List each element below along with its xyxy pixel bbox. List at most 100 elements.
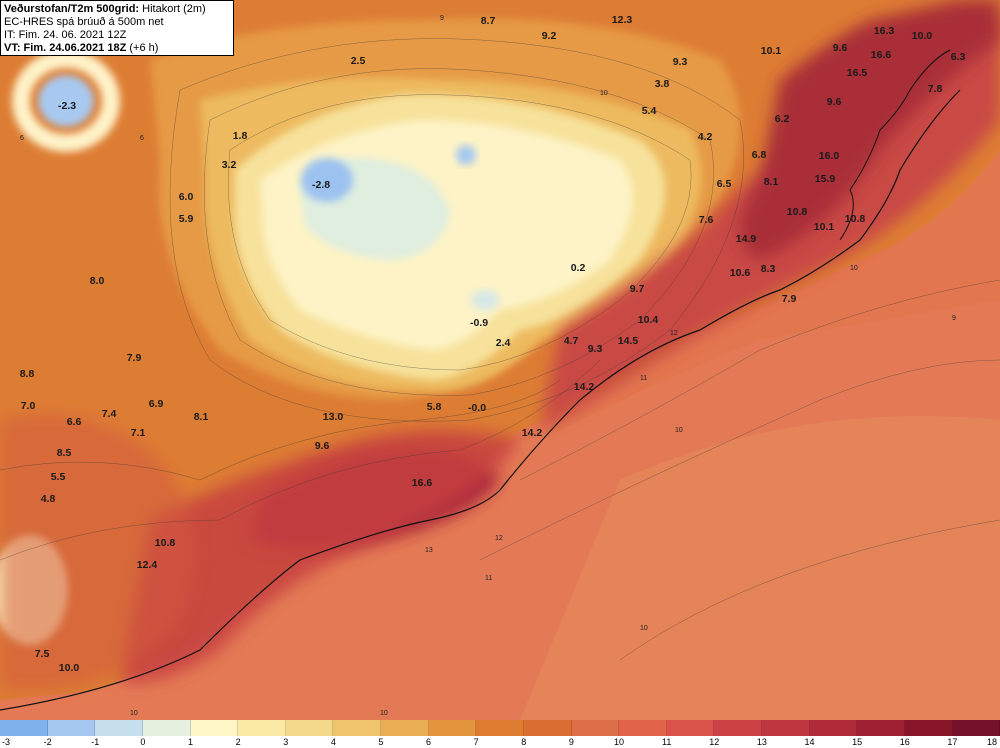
temperature-value-label: 12.4 xyxy=(137,559,158,571)
temperature-value-label: -2.3 xyxy=(58,100,76,112)
colorbar-tick-label: -2 xyxy=(43,737,52,747)
temperature-value-label: 16.5 xyxy=(847,67,868,79)
temperature-value-label: 10.1 xyxy=(761,45,782,57)
temperature-value-label: 4.7 xyxy=(564,335,579,347)
colorbar-swatch xyxy=(47,720,96,736)
header-title-rest: Hitakort (2m) xyxy=(139,3,206,15)
temperature-value-label: 5.8 xyxy=(427,401,442,413)
temperature-value-label: 16.6 xyxy=(871,49,892,61)
colorbar-tick-label: 14 xyxy=(804,737,815,747)
cold-spot-northwest xyxy=(38,75,94,127)
colorbar-tick-label: 8 xyxy=(521,737,527,747)
header-lead-time: (+6 h) xyxy=(126,42,159,54)
svg-text:6: 6 xyxy=(140,135,144,142)
hot-band-northeast xyxy=(740,0,1000,260)
svg-text:12: 12 xyxy=(495,535,503,542)
colorbar-swatch xyxy=(238,720,286,736)
temperature-value-label: 7.0 xyxy=(21,400,36,412)
temperature-value-label: 8.8 xyxy=(20,368,35,380)
colorbar-tick-label: 6 xyxy=(426,737,432,747)
temperature-value-label: 14.2 xyxy=(574,381,595,393)
temperature-value-label: 6.8 xyxy=(752,149,767,161)
colorbar-swatch xyxy=(190,720,239,736)
svg-text:6: 6 xyxy=(20,135,24,142)
temperature-value-label: 5.9 xyxy=(179,213,194,225)
temperature-value-label: 10.8 xyxy=(787,206,808,218)
svg-text:10: 10 xyxy=(850,265,858,272)
svg-text:10: 10 xyxy=(380,710,388,717)
cold-spot-central xyxy=(471,290,499,310)
temperature-value-label: 4.8 xyxy=(41,493,56,505)
temperature-value-label: 7.9 xyxy=(127,352,142,364)
temperature-value-label: 16.3 xyxy=(874,25,895,37)
temperature-value-label: 15.9 xyxy=(815,173,836,185)
colorbar-swatch xyxy=(904,720,953,736)
colorbar-swatch xyxy=(285,720,334,736)
colorbar-tick-label: -1 xyxy=(91,737,100,747)
colorbar-swatch xyxy=(428,720,477,736)
colorbar-tick-label: 13 xyxy=(756,737,767,747)
hot-band-south xyxy=(120,430,520,682)
temperature-value-label: 14.9 xyxy=(736,233,757,245)
temperature-value-label: 6.9 xyxy=(149,398,164,410)
colorbar-swatch xyxy=(762,720,810,736)
temperature-value-label: 8.5 xyxy=(57,447,72,459)
cold-ring-northwest xyxy=(12,50,120,152)
colorbar-swatch xyxy=(714,720,762,736)
temperature-value-label: 10.1 xyxy=(814,221,835,233)
cold-spot-east xyxy=(456,145,476,165)
value-labels: -2.3 8.7 12.3 9.2 16.3 10.0 9.6 16.6 6.3 10.1 9.3 2… xyxy=(20,14,966,674)
temperature-value-label: 14.5 xyxy=(618,335,639,347)
colorbar-tick-label: 12 xyxy=(709,737,720,747)
colorbar-tick-label: 11 xyxy=(661,737,672,747)
svg-text:10: 10 xyxy=(640,625,648,632)
colorbar-swatch xyxy=(952,720,1000,736)
temperature-value-label: 9.7 xyxy=(630,283,645,295)
colorbar: -3 -2 -1 0 1 2 3 4 5 6 7 8 9 10 11 12 13 14 15 16 17 18 xyxy=(0,720,1000,748)
temperature-value-label: 3.8 xyxy=(655,78,670,90)
temperature-value-label: 7.5 xyxy=(35,648,50,660)
header-model: EC-HRES spá brúuð á 500m net xyxy=(4,16,164,28)
temperature-value-label: 9.2 xyxy=(542,30,557,42)
temperature-map: 10 10 10 10 11 12 13 10 9 12 11 6 6 9 10… xyxy=(0,0,1000,720)
colorbar-swatch xyxy=(523,720,572,736)
header-valid-time: VT: Fim. 24.06.2021 18Z xyxy=(4,42,127,54)
temperature-value-label: 0.2 xyxy=(571,262,586,274)
colorbar-swatch xyxy=(0,720,48,736)
svg-text:11: 11 xyxy=(640,375,647,382)
temperature-value-label: 5.4 xyxy=(642,105,657,117)
colorbar-ticks: -3 -2 -1 0 1 2 3 4 5 6 7 8 9 10 11 12 13 14 15 16 17 18 xyxy=(0,736,1000,748)
coastline-east xyxy=(839,49,951,241)
svg-text:10: 10 xyxy=(600,90,608,97)
colorbar-tick-label: 4 xyxy=(330,737,336,747)
temperature-value-label: 10.8 xyxy=(845,213,866,225)
colorbar-tick-label: 7 xyxy=(473,737,479,747)
temperature-value-label: 2.5 xyxy=(351,55,366,67)
temperature-value-label: 10.8 xyxy=(155,537,176,549)
header-title: Veðurstofan/T2m 500grid: xyxy=(4,3,140,15)
temperature-value-label: 9.6 xyxy=(315,440,330,452)
colorbar-swatch xyxy=(666,720,715,736)
temperature-value-label: -0.0 xyxy=(468,402,486,414)
map-header: Veðurstofan/T2m 500grid: Hitakort (2m) E… xyxy=(0,0,234,56)
temperature-value-label: 10.0 xyxy=(912,30,933,42)
temperature-value-label: 8.1 xyxy=(194,411,209,423)
sea-southeast xyxy=(520,416,1000,720)
contour-lines xyxy=(0,38,1000,661)
temperature-value-label: 10.6 xyxy=(730,267,751,279)
temperature-value-label: 7.8 xyxy=(928,83,943,95)
svg-text:9: 9 xyxy=(440,15,444,22)
temperature-value-label: 6.2 xyxy=(775,113,790,125)
colorbar-swatch xyxy=(381,720,429,736)
temperature-value-label: 2.4 xyxy=(496,337,511,349)
colorbar-tick-label: 3 xyxy=(283,737,289,747)
colorbar-swatches xyxy=(0,720,1000,736)
temperature-value-label: 8.7 xyxy=(481,15,496,27)
temperature-value-label: 8.3 xyxy=(761,263,776,275)
temperature-value-label: 5.5 xyxy=(51,471,66,483)
temperature-value-label: 4.2 xyxy=(698,131,713,143)
svg-text:11: 11 xyxy=(485,575,492,582)
temperature-value-label: 13.0 xyxy=(323,411,344,423)
svg-text:12: 12 xyxy=(670,330,678,337)
temperature-value-label: 8.0 xyxy=(90,275,105,287)
